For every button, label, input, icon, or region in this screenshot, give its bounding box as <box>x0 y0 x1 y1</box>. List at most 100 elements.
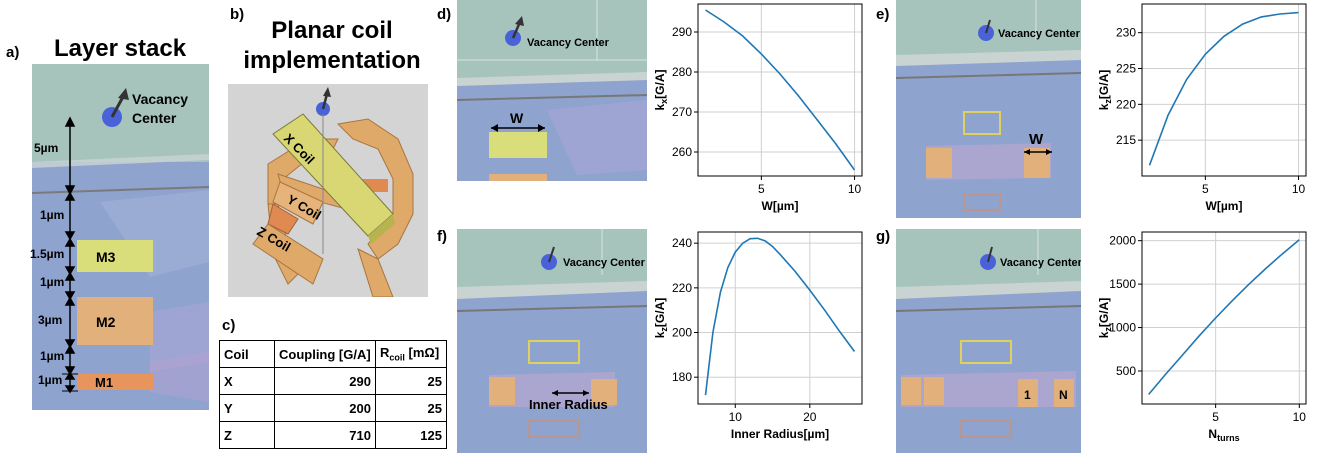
x-axis-label: Nturns <box>1208 427 1239 443</box>
cell-resistance: 25 <box>375 394 447 422</box>
dim-1um-c: 1µm <box>40 349 64 363</box>
panel-label-a: a) <box>6 44 20 61</box>
turn-label-n: N <box>1059 388 1068 402</box>
y-tick-label: 240 <box>672 236 692 250</box>
y-tick-label: 500 <box>1116 364 1136 378</box>
plot-frame <box>697 3 863 177</box>
y-tick-label: 220 <box>672 281 692 295</box>
y-axis-label: kz[G/A] <box>1097 70 1113 111</box>
x-axis-label: W[µm] <box>1206 199 1243 213</box>
y-tick-label: 225 <box>1116 62 1136 76</box>
y-tick-label: 215 <box>1116 133 1136 147</box>
render-f: Vacancy Center Inner Radius <box>457 229 647 453</box>
header-coil: Coil <box>219 340 275 368</box>
table-row: Z 710 125 <box>219 421 447 449</box>
x-tick-label: 5 <box>1212 410 1219 424</box>
table-row: Y 200 25 <box>219 394 447 422</box>
chart-f: 10 20 180 200 220 240 Inner Radius[µm] kz[G/A] <box>653 231 863 441</box>
x-axis-label: W[µm] <box>762 199 799 213</box>
layer-m1-label: M1 <box>95 375 113 390</box>
x-tick-label: 5 <box>1202 182 1209 196</box>
vacancy-label-f: Vacancy Center <box>563 257 646 269</box>
table-row: X 290 25 <box>219 367 447 395</box>
w-annotation-d: W <box>510 110 524 126</box>
vacancy-label-e: Vacancy Center <box>998 28 1081 40</box>
plot-area <box>1142 232 1306 404</box>
cell-coil: Z <box>219 421 275 449</box>
header-r-main: R <box>380 345 390 361</box>
panel-label-b: b) <box>230 6 245 23</box>
series-line <box>705 9 856 171</box>
layer-m1 <box>77 374 153 390</box>
layer-stack-diagram: Vacancy Center M3 M2 M1 5µm 1µm 1.5µm 1µ… <box>30 64 210 410</box>
plot-area <box>698 232 862 404</box>
cell-coil: X <box>219 367 275 395</box>
plot-area <box>698 4 862 176</box>
dim-3um: 3µm <box>38 313 62 327</box>
vacancy-label-g: Vacancy Center <box>1000 257 1081 269</box>
y-tick-label: 230 <box>1116 26 1136 40</box>
layer-m2-label: M2 <box>96 314 116 330</box>
dim-1-5um: 1.5µm <box>30 247 64 261</box>
layer-m3-label: M3 <box>96 249 116 265</box>
layer-stack-title: Layer stack <box>53 35 187 62</box>
vacancy-label-1: Vacancy <box>132 91 188 107</box>
vacancy-label-d: Vacancy Center <box>527 37 610 49</box>
series-line <box>1148 239 1300 395</box>
layer-m3 <box>77 240 153 272</box>
dim-1um-d: 1µm <box>38 373 62 387</box>
chart-e: 5 10 215 220 225 230 W[µm] kz[G/A] <box>1097 3 1307 213</box>
w-annotation-e: W <box>1029 131 1044 148</box>
y-tick-label: 1500 <box>1109 277 1136 291</box>
y-tick-label: 260 <box>672 145 692 159</box>
cell-coupling: 290 <box>274 367 376 395</box>
planar-coil-render: X Coil Y Coil Z Coil <box>228 84 428 297</box>
panel-label-g: g) <box>876 228 891 245</box>
y-tick-label: 270 <box>672 105 692 119</box>
header-r-unit: [mΩ] <box>408 345 440 361</box>
layer-m2 <box>77 297 153 345</box>
cell-coupling: 200 <box>274 394 376 422</box>
plot-frame <box>1141 3 1307 177</box>
planar-coil-title-2: implementation <box>243 47 421 74</box>
dimension-arrows <box>62 116 78 394</box>
y-tick-label: 200 <box>672 326 692 340</box>
y-axis-label: kz[G/A] <box>1097 298 1113 339</box>
panel-label-d: d) <box>437 6 452 23</box>
y-tick-label: 2000 <box>1109 234 1136 248</box>
plot-frame <box>697 231 863 405</box>
dim-5um: 5µm <box>34 141 58 155</box>
panel-label-c: c) <box>222 317 236 334</box>
y-tick-label: 280 <box>672 65 692 79</box>
x-tick-label: 5 <box>758 182 765 196</box>
dim-1um-a: 1µm <box>40 208 64 222</box>
planar-coil-title-1: Planar coil <box>271 17 393 44</box>
header-coupling: Coupling [G/A] <box>274 340 376 368</box>
y-axis-label: kx[G/A] <box>653 69 669 110</box>
render-g: Vacancy Center 1 N <box>896 229 1081 453</box>
inner-radius-annotation: Inner Radius <box>529 397 608 412</box>
x-tick-label: 10 <box>729 410 743 424</box>
panel-label-e: e) <box>876 6 890 23</box>
y-tick-label: 220 <box>1116 97 1136 111</box>
cell-coil: Y <box>219 394 275 422</box>
chart-g: 5 10 500 1000 1500 2000 Nturns kz[G/A] <box>1097 231 1307 443</box>
y-tick-label: 180 <box>672 370 692 384</box>
x-axis-label: Inner Radius[µm] <box>731 427 829 441</box>
cell-resistance: 125 <box>375 421 447 449</box>
panel-label-f: f) <box>437 228 447 245</box>
render-d: Vacancy Center W <box>457 0 647 181</box>
x-tick-label: 10 <box>848 182 862 196</box>
render-e: Vacancy Center W <box>896 0 1081 218</box>
table-header-row: Coil Coupling [G/A] Rcoil [mΩ] <box>219 340 447 368</box>
y-axis-label: kz[G/A] <box>653 298 669 339</box>
vacancy-label-2: Center <box>132 110 177 126</box>
header-resistance: Rcoil [mΩ] <box>375 340 447 368</box>
x-tick-label: 10 <box>1292 182 1306 196</box>
x-tick-label: 20 <box>803 410 817 424</box>
cell-coupling: 710 <box>274 421 376 449</box>
y-tick-label: 1000 <box>1109 321 1136 335</box>
y-tick-label: 290 <box>672 25 692 39</box>
series-line <box>1148 11 1299 166</box>
plot-area <box>1142 4 1306 176</box>
